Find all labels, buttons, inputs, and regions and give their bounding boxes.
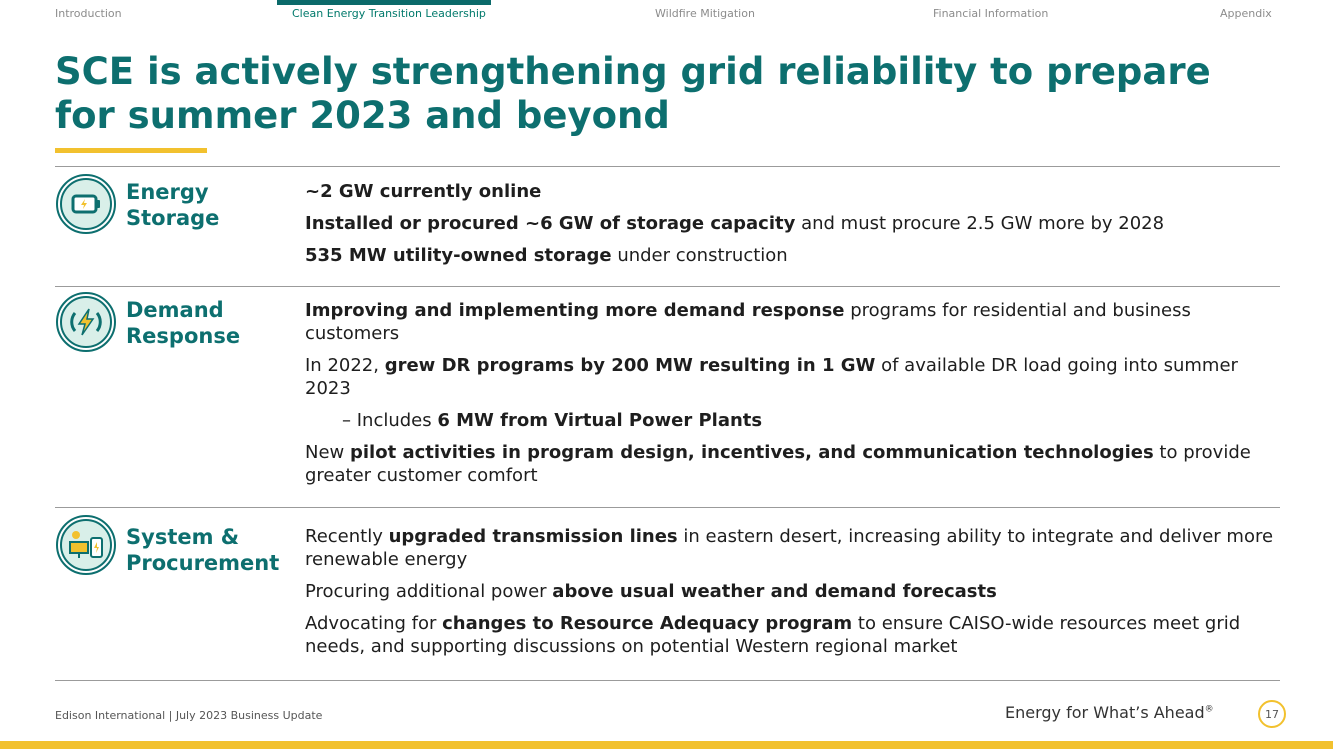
battery-icon bbox=[56, 174, 116, 234]
tab-financial-information[interactable]: Financial Information bbox=[933, 7, 1049, 20]
footer-company-date: Edison International | July 2023 Busines… bbox=[55, 709, 323, 722]
section-label-system-procurement: System & Procurement bbox=[126, 525, 280, 575]
tab-appendix[interactable]: Appendix bbox=[1220, 7, 1272, 20]
tab-introduction[interactable]: Introduction bbox=[55, 7, 122, 20]
divider bbox=[55, 680, 1280, 681]
demand-response-bullets: Improving and implementing more demand r… bbox=[305, 300, 1251, 486]
energy-storage-bullets: ~2 GW currently online Installed or proc… bbox=[305, 181, 1165, 266]
tab-wildfire-mitigation[interactable]: Wildfire Mitigation bbox=[655, 7, 755, 20]
divider bbox=[55, 507, 1280, 508]
section-label-demand-response: Demand Response bbox=[126, 298, 241, 348]
footer-tagline: Energy for What’s Ahead® bbox=[1005, 703, 1214, 722]
page-number: 17 bbox=[1258, 700, 1286, 728]
bottom-accent-bar bbox=[0, 741, 1333, 749]
page-title: SCE is actively strengthening grid relia… bbox=[55, 50, 1211, 137]
title-underline bbox=[55, 148, 207, 153]
top-nav: Introduction Clean Energy Transition Lea… bbox=[0, 0, 1333, 24]
system-procurement-bullets: Recently upgraded transmission lines in … bbox=[305, 526, 1274, 657]
tab-clean-energy[interactable]: Clean Energy Transition Leadership bbox=[292, 7, 486, 20]
divider bbox=[55, 166, 1280, 167]
solar-grid-icon bbox=[56, 515, 116, 575]
lightning-cycle-icon bbox=[56, 292, 116, 352]
divider bbox=[55, 286, 1280, 287]
active-tab-indicator bbox=[277, 0, 491, 5]
section-label-energy-storage: Energy Storage bbox=[126, 180, 220, 230]
